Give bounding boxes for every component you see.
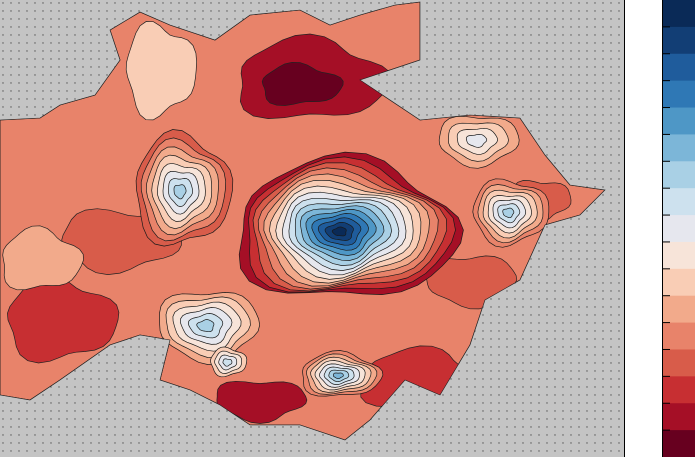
- colorbar-swatch-17: [663, 430, 695, 457]
- colorbar-swatch-11: [663, 268, 695, 297]
- east-minimum: [472, 178, 550, 248]
- colorbar-swatch-3: [663, 53, 695, 82]
- colorbar-swatch-9: [663, 215, 695, 243]
- data-region: [0, 2, 605, 440]
- east-minimum-contour-7: [502, 207, 515, 219]
- warm-patch-3: [7, 274, 120, 364]
- southeast-minimum: [302, 350, 384, 397]
- warm-patch-2: [261, 61, 344, 106]
- colorbar-swatch-12: [663, 295, 695, 324]
- warm-patch-8: [2, 225, 84, 291]
- colorbar-swatch-14: [663, 349, 695, 377]
- colorbar-swatch-7: [663, 161, 695, 189]
- central-minimum-contour-16: [331, 226, 347, 237]
- colorbar-swatch-10: [663, 241, 695, 270]
- colorbar-swatch-5: [663, 107, 695, 135]
- south-center-minimum-contour-4: [222, 358, 233, 367]
- west-minimum: [135, 129, 234, 247]
- central-minimum: [238, 151, 464, 295]
- panel-right-border: [624, 0, 625, 457]
- south-minimum: [159, 292, 261, 365]
- colorbar-svg: [663, 0, 695, 457]
- colorbar: [662, 0, 695, 457]
- colorbar-swatch-15: [663, 376, 695, 404]
- south-minimum-contour-6: [196, 319, 215, 333]
- northeast-minimum-contour-4: [465, 133, 488, 148]
- south-center-minimum: [210, 346, 248, 378]
- colorbar-swatch-13: [663, 322, 695, 350]
- colorbar-swatch-1: [663, 0, 695, 28]
- colorbar-swatch-8: [663, 188, 695, 216]
- contour-map-panel: [0, 0, 625, 457]
- contour-map: [0, 0, 625, 457]
- colorbar-swatch-6: [663, 134, 695, 162]
- west-minimum-contour-8: [173, 184, 187, 200]
- southeast-minimum-contour-8: [333, 372, 344, 379]
- colorbar-swatch-16: [663, 403, 695, 431]
- northeast-minimum: [438, 115, 520, 169]
- colorbar-swatch-2: [663, 26, 695, 55]
- region-outline: [0, 1, 606, 441]
- warm-patch-6: [216, 380, 308, 424]
- warm-patch-7: [125, 21, 197, 121]
- colorbar-swatch-4: [663, 80, 695, 109]
